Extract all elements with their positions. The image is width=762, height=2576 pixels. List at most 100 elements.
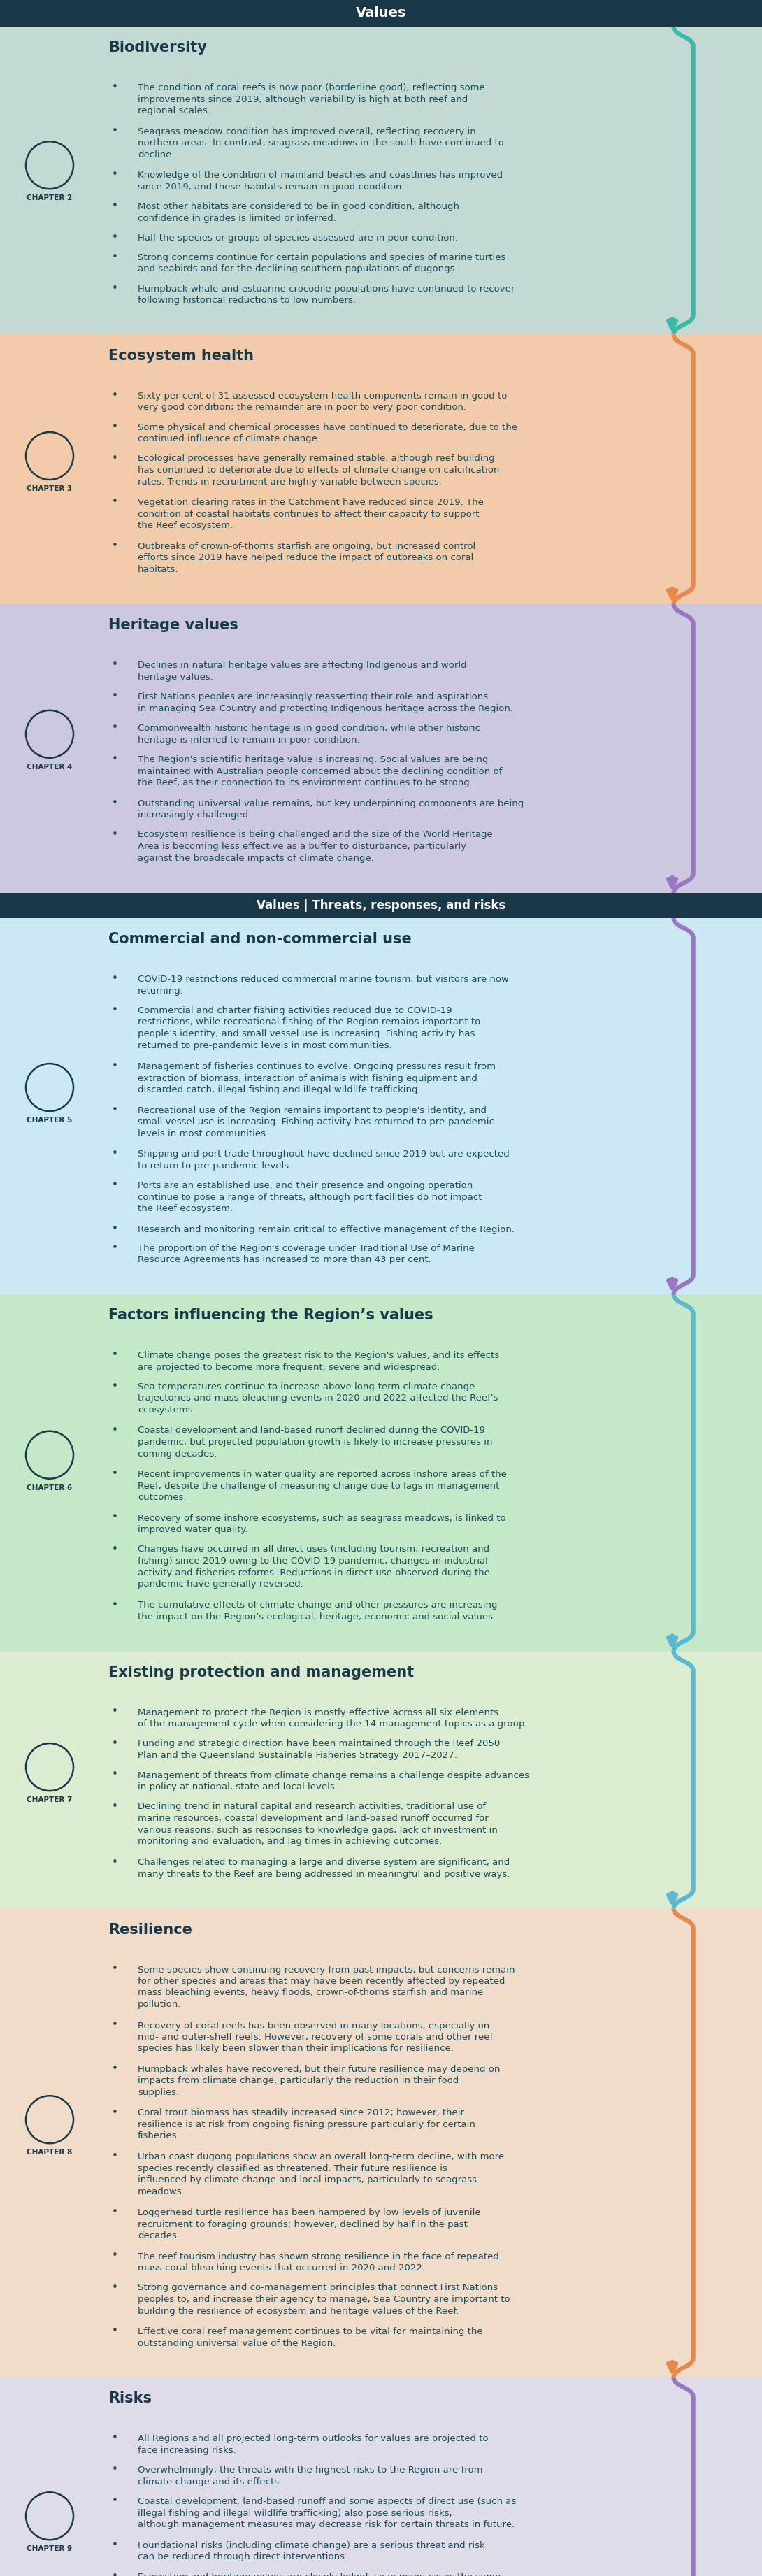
Text: •: • <box>112 1739 118 1749</box>
Bar <box>0 2378 762 2576</box>
Text: All Regions and all projected long-term outlooks for values are projected to
fac: All Regions and all projected long-term … <box>138 2434 488 2455</box>
Text: Knowledge of the condition of mainland beaches and coastlines has improved
since: Knowledge of the condition of mainland b… <box>138 170 503 191</box>
Text: The condition of coral reefs is now poor (borderline good), reflecting some
impr: The condition of coral reefs is now poor… <box>138 82 485 116</box>
Text: •: • <box>112 1543 118 1553</box>
Text: Humpback whales have recovered, but their future resilience may depend on
impact: Humpback whales have recovered, but thei… <box>138 2066 500 2097</box>
Text: •: • <box>112 2251 118 2262</box>
Text: Most other habitats are considered to be in good condition, although
confidence : Most other habitats are considered to be… <box>138 201 459 222</box>
Text: The Region's scientific heritage value is increasing. Social values are being
ma: The Region's scientific heritage value i… <box>138 755 502 788</box>
Text: Effective coral reef management continues to be vital for maintaining the
outsta: Effective coral reef management continue… <box>138 2326 483 2347</box>
Text: •: • <box>112 659 118 670</box>
Bar <box>0 894 762 917</box>
Text: CHAPTER 8: CHAPTER 8 <box>27 2148 72 2156</box>
Text: Ecological processes have generally remained stable, although reef building
has : Ecological processes have generally rema… <box>138 453 499 487</box>
Text: •: • <box>112 799 118 809</box>
Text: •: • <box>112 1857 118 1868</box>
Text: •: • <box>112 690 118 701</box>
Text: •: • <box>112 283 118 294</box>
Text: •: • <box>112 82 118 93</box>
Text: •: • <box>112 974 118 984</box>
Text: Values: Values <box>356 8 406 21</box>
Bar <box>0 605 762 894</box>
Text: •: • <box>112 829 118 840</box>
Text: •: • <box>112 2465 118 2476</box>
Text: •: • <box>112 721 118 732</box>
Text: CHAPTER 7: CHAPTER 7 <box>27 1795 72 1803</box>
Bar <box>0 917 762 1293</box>
Text: Coral trout biomass has steadily increased since 2012; however, their
resilience: Coral trout biomass has steadily increas… <box>138 2110 475 2141</box>
Text: •: • <box>112 2020 118 2030</box>
Bar <box>0 1909 762 2378</box>
Text: •: • <box>112 1149 118 1159</box>
Text: •: • <box>112 1224 118 1234</box>
Bar <box>0 26 762 335</box>
Text: •: • <box>112 2326 118 2336</box>
Text: CHAPTER 5: CHAPTER 5 <box>27 1118 72 1123</box>
Text: •: • <box>112 1350 118 1360</box>
Text: •: • <box>112 1180 118 1190</box>
Text: •: • <box>112 422 118 433</box>
Text: Ecosystem resilience is being challenged and the size of the World Heritage
Area: Ecosystem resilience is being challenged… <box>138 829 493 863</box>
Text: •: • <box>112 1512 118 1522</box>
Text: •: • <box>112 2282 118 2293</box>
Text: CHAPTER 2: CHAPTER 2 <box>27 196 72 201</box>
Text: Declining trend in natural capital and research activities, traditional use of
m: Declining trend in natural capital and r… <box>138 1803 498 1847</box>
Text: Declines in natural heritage values are affecting Indigenous and world
heritage : Declines in natural heritage values are … <box>138 662 466 683</box>
Text: CHAPTER 4: CHAPTER 4 <box>27 762 72 770</box>
Text: Seagrass meadow condition has improved overall, reflecting recovery in
northern : Seagrass meadow condition has improved o… <box>138 126 504 160</box>
Text: CHAPTER 3: CHAPTER 3 <box>27 484 72 492</box>
Text: Commercial and non-commercial use: Commercial and non-commercial use <box>108 933 411 945</box>
Text: Management of fisheries continues to evolve. Ongoing pressures result from
extra: Management of fisheries continues to evo… <box>138 1061 495 1095</box>
Text: Climate change poses the greatest risk to the Region's values, and its effects
a: Climate change poses the greatest risk t… <box>138 1350 499 1370</box>
Text: Ecosystem and heritage values are closely linked, so in many cases the same
thre: Ecosystem and heritage values are closel… <box>138 2573 501 2576</box>
Bar <box>0 335 762 605</box>
Text: •: • <box>112 755 118 765</box>
Text: Changes have occurred in all direct uses (including tourism, recreation and
fish: Changes have occurred in all direct uses… <box>138 1546 490 1589</box>
Text: •: • <box>112 2540 118 2550</box>
Text: Strong governance and co-management principles that connect First Nations
people: Strong governance and co-management prin… <box>138 2282 510 2316</box>
Text: •: • <box>112 170 118 180</box>
Text: •: • <box>112 1061 118 1072</box>
Text: The reef tourism industry has shown strong resilience in the face of repeated
ma: The reef tourism industry has shown stro… <box>138 2251 499 2272</box>
Text: Recovery of some inshore ecosystems, such as seagrass meadows, is linked to
impr: Recovery of some inshore ecosystems, suc… <box>138 1515 506 1535</box>
Text: Foundational risks (including climate change) are a serious threat and risk
can : Foundational risks (including climate ch… <box>138 2540 485 2561</box>
Text: •: • <box>112 453 118 464</box>
Text: COVID-19 restrictions reduced commercial marine tourism, but visitors are now
re: COVID-19 restrictions reduced commercial… <box>138 974 509 994</box>
Text: Coastal development, land-based runoff and some aspects of direct use (such as
i: Coastal development, land-based runoff a… <box>138 2496 516 2530</box>
Text: •: • <box>112 2151 118 2161</box>
Text: •: • <box>112 1242 118 1252</box>
Text: Resilience: Resilience <box>108 1922 192 1937</box>
Text: Strong concerns continue for certain populations and species of marine turtles
a: Strong concerns continue for certain pop… <box>138 252 506 273</box>
Text: Recovery of coral reefs has been observed in many locations, especially on
mid- : Recovery of coral reefs has been observe… <box>138 2022 493 2053</box>
Text: Vegetation clearing rates in the Catchment have reduced since 2019. The
conditio: Vegetation clearing rates in the Catchme… <box>138 497 484 531</box>
Text: •: • <box>112 389 118 399</box>
Text: •: • <box>112 1468 118 1479</box>
Text: The cumulative effects of climate change and other pressures are increasing
the : The cumulative effects of climate change… <box>138 1600 498 1620</box>
Text: •: • <box>112 2208 118 2218</box>
Text: Urban coast dugong populations show an overall long-term decline, with more
spec: Urban coast dugong populations show an o… <box>138 2154 504 2195</box>
Text: •: • <box>112 541 118 551</box>
Text: •: • <box>112 2496 118 2506</box>
Text: •: • <box>112 2063 118 2074</box>
Text: CHAPTER 6: CHAPTER 6 <box>27 1484 72 1492</box>
Text: •: • <box>112 201 118 211</box>
Text: •: • <box>112 497 118 507</box>
Text: Challenges related to managing a large and diverse system are significant, and
m: Challenges related to managing a large a… <box>138 1857 510 1878</box>
Text: Recreational use of the Region remains important to people's identity, and
small: Recreational use of the Region remains i… <box>138 1105 495 1139</box>
Text: Recent improvements in water quality are reported across inshore areas of the
Re: Recent improvements in water quality are… <box>138 1471 507 1502</box>
Text: Sea temperatures continue to increase above long-term climate change
trajectorie: Sea temperatures continue to increase ab… <box>138 1383 498 1414</box>
Text: •: • <box>112 2107 118 2117</box>
Text: •: • <box>112 252 118 263</box>
Text: •: • <box>112 1963 118 1973</box>
Text: Loggerhead turtle resilience has been hampered by low levels of juvenile
recruit: Loggerhead turtle resilience has been ha… <box>138 2208 481 2241</box>
Text: Humpback whale and estuarine crocodile populations have continued to recover
fol: Humpback whale and estuarine crocodile p… <box>138 283 515 304</box>
Text: Commonwealth historic heritage is in good condition, while other historic
herita: Commonwealth historic heritage is in goo… <box>138 724 480 744</box>
Text: Shipping and port trade throughout have declined since 2019 but are expected
to : Shipping and port trade throughout have … <box>138 1149 510 1170</box>
Text: Management to protect the Region is mostly effective across all six elements
of : Management to protect the Region is most… <box>138 1708 527 1728</box>
Text: Coastal development and land-based runoff declined during the COVID-19
pandemic,: Coastal development and land-based runof… <box>138 1427 492 1458</box>
Text: Some species show continuing recovery from past impacts, but concerns remain
for: Some species show continuing recovery fr… <box>138 1965 515 2009</box>
Text: •: • <box>112 1105 118 1115</box>
Text: Ports are an established use, and their presence and ongoing operation
continue : Ports are an established use, and their … <box>138 1180 482 1213</box>
Text: Overwhelmingly, the threats with the highest risks to the Region are from
climat: Overwhelmingly, the threats with the hig… <box>138 2465 482 2486</box>
Text: Values | Threats, responses, and risks: Values | Threats, responses, and risks <box>257 899 505 912</box>
